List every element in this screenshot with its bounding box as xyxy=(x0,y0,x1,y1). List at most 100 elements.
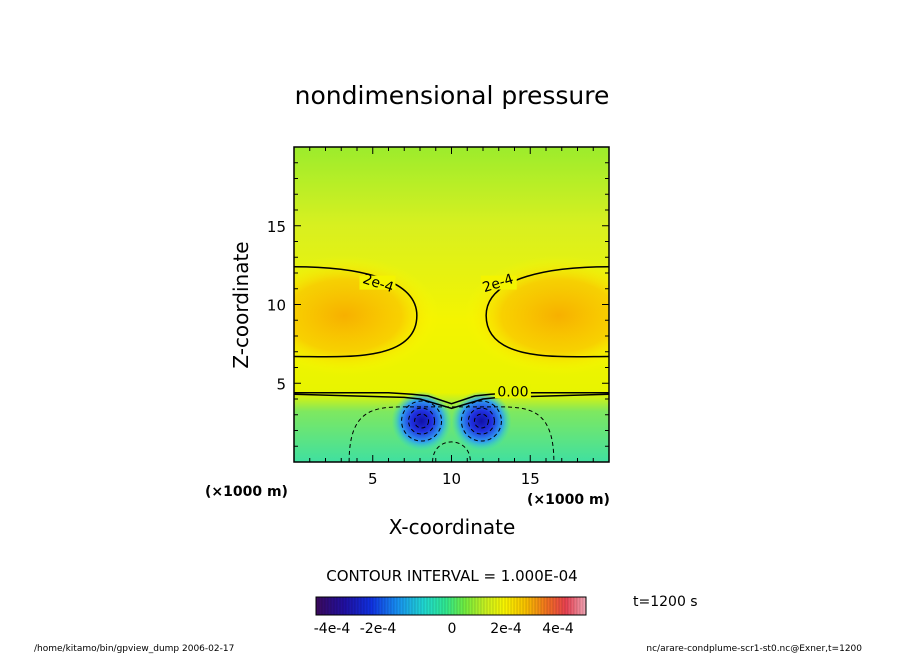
colorbar-cell xyxy=(406,597,410,615)
colorbar-label: -4e-4 xyxy=(314,621,351,637)
colorbar-cell xyxy=(379,597,383,615)
colorbar-cell xyxy=(565,597,569,615)
contour-neg-ring-1-1 xyxy=(467,407,495,435)
colorbar-cell xyxy=(316,597,320,615)
colorbar-cell xyxy=(424,597,428,615)
colorbar-cell xyxy=(475,597,479,615)
colorbar-cell xyxy=(526,597,530,615)
chart-title: nondimensional pressure xyxy=(295,81,610,110)
colorbar-cell xyxy=(571,597,575,615)
colorbar-cell xyxy=(553,597,557,615)
footer-left: /home/kitamo/bin/gpview_dump 2006-02-17 xyxy=(34,644,234,654)
field-low-right xyxy=(451,391,512,452)
colorbar-cell xyxy=(517,597,521,615)
y-tick-label: 10 xyxy=(267,297,286,315)
x-axis-label: X-coordinate xyxy=(389,515,516,539)
colorbar-cell xyxy=(442,597,446,615)
colorbar-cell xyxy=(481,597,485,615)
colorbar-cell xyxy=(355,597,359,615)
colorbar-cell xyxy=(433,597,437,615)
colorbar-cell xyxy=(568,597,572,615)
colorbar-cell xyxy=(340,597,344,615)
contour-neg-ring-0-2 xyxy=(414,413,430,429)
colorbar-cell xyxy=(538,597,542,615)
colorbar-cell xyxy=(547,597,551,615)
contour-neg-ring-1-0 xyxy=(460,400,502,442)
colorbar-cell xyxy=(508,597,512,615)
colorbar-cell xyxy=(403,597,407,615)
colorbar-cell xyxy=(376,597,380,615)
colorbar-cell xyxy=(559,597,563,615)
colorbar-label: 2e-4 xyxy=(490,621,522,637)
colorbar-cell xyxy=(394,597,398,615)
colorbar-cell xyxy=(385,597,389,615)
colorbar-label: 4e-4 xyxy=(542,621,574,637)
colorbar-cell xyxy=(583,597,587,615)
colorbar-cell xyxy=(334,597,338,615)
x-tick-label: 5 xyxy=(368,470,378,488)
contour-2e-4-right xyxy=(485,265,609,358)
x-unit-label-right: (×1000 m) xyxy=(527,492,610,508)
colorbar-cell xyxy=(382,597,386,615)
contour-interval-text: CONTOUR INTERVAL = 1.000E-04 xyxy=(326,567,577,585)
colorbar-cell xyxy=(346,597,350,615)
contour-neg-outer xyxy=(348,406,555,462)
colorbar-cell xyxy=(451,597,455,615)
colorbar-cell xyxy=(391,597,395,615)
colorbar-cell xyxy=(520,597,524,615)
colorbar-cell xyxy=(505,597,509,615)
colorbar-cell xyxy=(331,597,335,615)
colorbar-cell xyxy=(448,597,452,615)
colorbar-cell xyxy=(577,597,581,615)
colorbar-cell xyxy=(514,597,518,615)
colorbar-label: -2e-4 xyxy=(360,621,397,637)
contour-2e-4-left xyxy=(294,265,418,358)
colorbar-cell xyxy=(415,597,419,615)
colorbar-cell xyxy=(466,597,470,615)
contour-label-bg xyxy=(359,275,396,290)
colorbar-cell xyxy=(457,597,461,615)
colorbar-cell xyxy=(502,597,506,615)
colorbar-cell xyxy=(472,597,476,615)
time-label: t=1200 s xyxy=(633,594,698,610)
colorbar-cell xyxy=(367,597,371,615)
colorbar-cell xyxy=(541,597,545,615)
colorbar-cell xyxy=(544,597,548,615)
x-unit-label-left: (×1000 m) xyxy=(205,484,288,500)
colorbar-cell xyxy=(493,597,497,615)
colorbar-cell xyxy=(373,597,377,615)
colorbar-cell xyxy=(439,597,443,615)
colorbar-cell xyxy=(388,597,392,615)
colorbar-cell xyxy=(550,597,554,615)
contour-neg-ring-1-2 xyxy=(473,413,489,429)
colorbar-cell xyxy=(580,597,584,615)
colorbar-label: 0 xyxy=(448,621,457,637)
colorbar-cell xyxy=(460,597,464,615)
field-low-left xyxy=(391,391,452,452)
x-tick-label: 10 xyxy=(442,470,461,488)
colorbar-cell xyxy=(574,597,578,615)
colorbar-cell xyxy=(343,597,347,615)
colorbar-cell xyxy=(556,597,560,615)
colorbar: -4e-4 -2e-4 0 2e-4 4e-4 xyxy=(314,596,587,637)
colorbar-cell xyxy=(412,597,416,615)
contour-neg-ring-0-0 xyxy=(401,400,443,442)
colorbar-cell xyxy=(319,597,323,615)
colorbar-cell xyxy=(511,597,515,615)
colorbar-cell xyxy=(454,597,458,615)
colorbar-cell xyxy=(487,597,491,615)
contour-label-bg xyxy=(494,384,531,399)
colorbar-cell xyxy=(427,597,431,615)
colorbar-cell xyxy=(469,597,473,615)
colorbar-cell xyxy=(409,597,413,615)
colorbar-cell xyxy=(535,597,539,615)
colorbar-cell xyxy=(325,597,329,615)
colorbar-cell xyxy=(532,597,536,615)
colorbar-cell xyxy=(400,597,404,615)
contour-neg-bottom xyxy=(432,441,471,462)
colorbar-cell xyxy=(529,597,533,615)
contour-label-bg xyxy=(480,275,517,290)
colorbar-cell xyxy=(364,597,368,615)
